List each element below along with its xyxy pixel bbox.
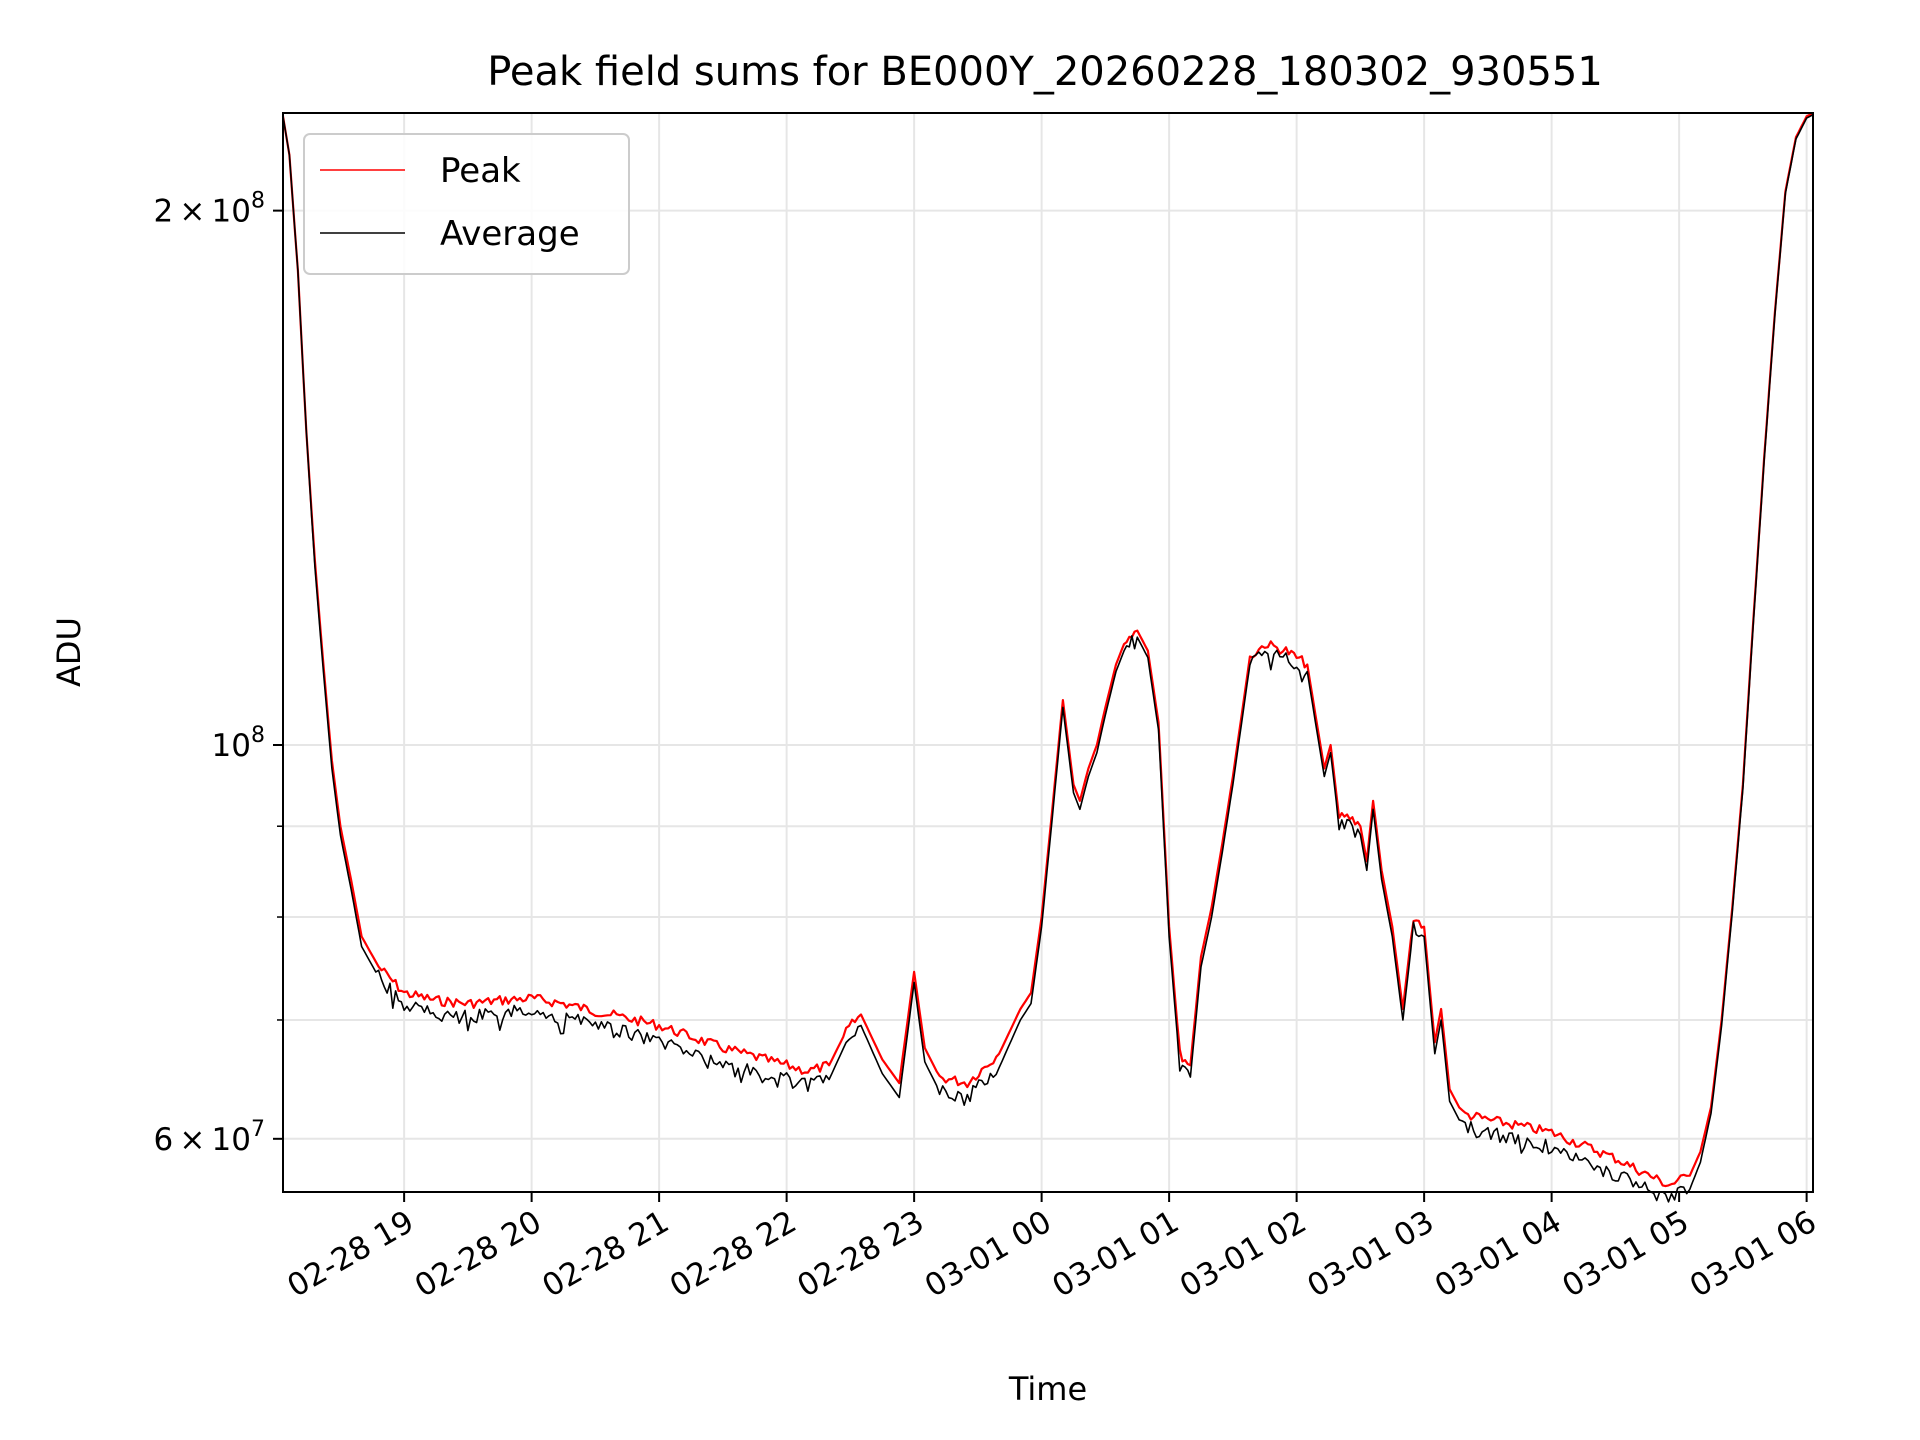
axis-ticks: [273, 209, 1808, 1202]
y-tick-label: 108: [212, 723, 265, 764]
x-axis-label: Time: [1008, 1370, 1087, 1408]
plot-area: [273, 112, 1814, 1203]
legend-box: [303, 133, 630, 275]
series-line-average: [282, 113, 1814, 1203]
y-tick-labels: 6 × 107 108 2 × 108: [153, 189, 265, 1158]
y-tick-label: 6 × 107: [153, 1117, 265, 1158]
y-tick-label: 2 × 108: [153, 189, 265, 230]
legend-label-peak: Peak: [440, 151, 521, 191]
legend: Peak Average: [303, 133, 630, 275]
series-layer: [281, 112, 1814, 1203]
grid-lines: [283, 113, 1813, 1192]
legend-label-average: Average: [440, 214, 580, 254]
y-axis-label: ADU: [50, 617, 88, 687]
chart-title: Peak field sums for BE000Y_20260228_1803…: [487, 49, 1603, 95]
plot-frame: [282, 112, 1814, 1193]
